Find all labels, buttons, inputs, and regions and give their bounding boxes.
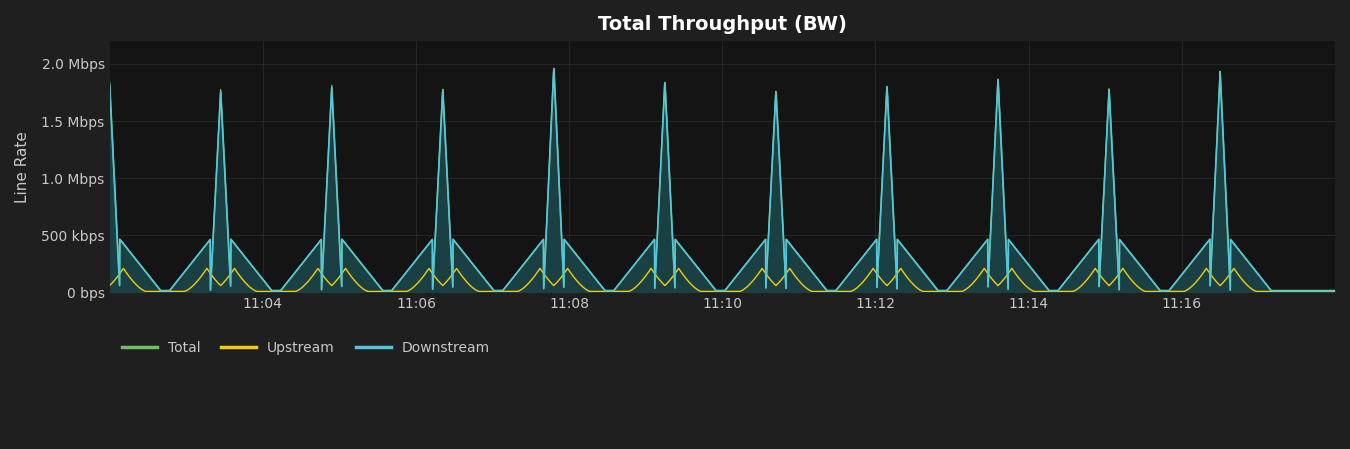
- Title: Total Throughput (BW): Total Throughput (BW): [598, 15, 846, 34]
- Legend: Total, Upstream, Downstream: Total, Upstream, Downstream: [116, 336, 495, 361]
- Y-axis label: Line Rate: Line Rate: [15, 131, 30, 202]
